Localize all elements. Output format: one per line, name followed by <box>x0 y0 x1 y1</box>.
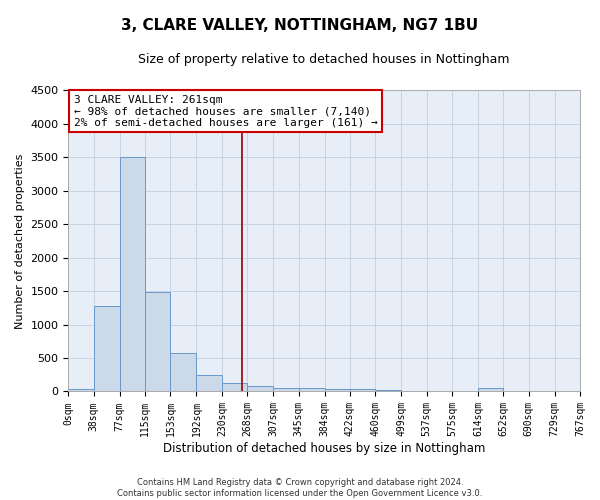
Bar <box>145 292 170 392</box>
Bar <box>273 388 299 392</box>
Bar <box>478 388 503 392</box>
Bar <box>94 306 120 392</box>
Bar <box>299 388 325 392</box>
Text: 3 CLARE VALLEY: 261sqm
← 98% of detached houses are smaller (7,140)
2% of semi-d: 3 CLARE VALLEY: 261sqm ← 98% of detached… <box>74 95 377 128</box>
Bar <box>222 384 247 392</box>
X-axis label: Distribution of detached houses by size in Nottingham: Distribution of detached houses by size … <box>163 442 485 455</box>
Bar <box>325 389 350 392</box>
Text: 3, CLARE VALLEY, NOTTINGHAM, NG7 1BU: 3, CLARE VALLEY, NOTTINGHAM, NG7 1BU <box>121 18 479 32</box>
Text: Contains HM Land Registry data © Crown copyright and database right 2024.
Contai: Contains HM Land Registry data © Crown c… <box>118 478 482 498</box>
Bar <box>170 353 196 392</box>
Bar <box>196 376 222 392</box>
Title: Size of property relative to detached houses in Nottingham: Size of property relative to detached ho… <box>139 52 510 66</box>
Bar <box>68 389 94 392</box>
Bar <box>120 157 145 392</box>
Y-axis label: Number of detached properties: Number of detached properties <box>15 153 25 328</box>
Bar <box>350 390 375 392</box>
Bar <box>375 390 401 392</box>
Bar <box>247 386 273 392</box>
